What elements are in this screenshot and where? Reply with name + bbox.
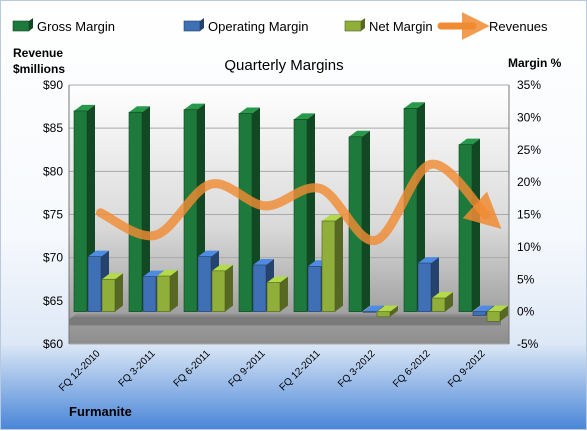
legend-swatch xyxy=(184,21,200,31)
right-tick-label: 0% xyxy=(517,305,535,319)
bar-front xyxy=(459,145,472,312)
legend-label: Revenues xyxy=(489,19,548,34)
right-tick-label: -5% xyxy=(517,337,539,351)
right-tick-label: 10% xyxy=(517,240,541,254)
x-tick-label: FQ 9-2011 xyxy=(227,348,268,389)
legend-item: Operating Margin xyxy=(184,18,308,34)
legend-swatch-side xyxy=(200,18,204,31)
bar-side xyxy=(115,273,123,311)
legend-swatch xyxy=(345,21,361,31)
bar-front xyxy=(253,265,266,312)
bar-front xyxy=(74,111,87,312)
left-tick-label: $60 xyxy=(43,337,63,351)
bar-front xyxy=(432,298,445,312)
bar-side xyxy=(362,131,370,312)
left-axis-label-line1: Revenue xyxy=(13,46,63,60)
bar-net-margin xyxy=(212,265,233,312)
bar-side xyxy=(472,139,480,312)
bar-front xyxy=(129,112,142,311)
bar-side xyxy=(280,276,288,311)
left-tick-label: $65 xyxy=(43,294,63,308)
left-tick-label: $80 xyxy=(43,164,63,178)
right-tick-label: 30% xyxy=(517,110,541,124)
bar-side xyxy=(335,215,343,312)
x-tick-label: FQ 12-2011 xyxy=(278,348,323,393)
right-tick-label: 20% xyxy=(517,175,541,189)
plot-floor-edge xyxy=(69,319,501,325)
bar-front xyxy=(322,221,335,312)
bar-gross-margin xyxy=(459,139,480,312)
bar-net-margin xyxy=(102,273,123,311)
plot-floor xyxy=(69,313,509,319)
right-tick-label: 25% xyxy=(517,143,541,157)
legend-swatch-side xyxy=(29,18,33,31)
bar-front xyxy=(294,119,307,311)
legend-label: Net Margin xyxy=(369,19,433,34)
bar-side xyxy=(225,265,233,312)
bar-net-margin xyxy=(157,270,178,312)
right-axis-label: Margin % xyxy=(508,56,562,70)
bar-front xyxy=(487,312,500,322)
bar-front xyxy=(143,277,156,312)
bar-front xyxy=(377,312,390,317)
legend-label: Operating Margin xyxy=(208,19,308,34)
legend-item: Net Margin xyxy=(345,18,433,34)
right-tick-label: 15% xyxy=(517,208,541,222)
right-tick-label: 35% xyxy=(517,78,541,92)
bar-front xyxy=(308,266,321,311)
chart-title: Quarterly Margins xyxy=(224,57,343,74)
legend-label: Gross Margin xyxy=(37,19,115,34)
bar-front xyxy=(157,276,170,312)
bar-front xyxy=(363,312,376,313)
x-tick-label: FQ 12-2010 xyxy=(57,348,103,394)
right-tick-label: 5% xyxy=(517,272,535,286)
x-tick-label: FQ 9-2012 xyxy=(446,348,488,390)
bar-front xyxy=(102,279,115,311)
legend-swatch-side xyxy=(361,18,365,31)
bar-front xyxy=(418,263,431,312)
bar-front xyxy=(198,257,211,312)
x-tick-label: FQ 3-2011 xyxy=(117,348,158,389)
left-tick-label: $75 xyxy=(43,208,63,222)
bar-front xyxy=(404,108,417,311)
bar-front xyxy=(239,113,252,311)
x-tick-label: FQ 6-2012 xyxy=(391,348,433,390)
bar-front xyxy=(267,282,280,311)
left-tick-label: $70 xyxy=(43,251,63,265)
bar-front xyxy=(88,257,101,312)
legend-swatch xyxy=(13,21,29,31)
legend-item: Gross Margin xyxy=(13,18,115,34)
x-tick-label: FQ 6-2011 xyxy=(172,348,213,389)
left-axis-label-line2: $millions xyxy=(13,62,65,76)
left-tick-label: $85 xyxy=(43,121,63,135)
brand-label: Furmanite xyxy=(69,404,132,419)
bar-net-margin xyxy=(267,276,288,311)
x-tick-label: FQ 3-2012 xyxy=(336,348,378,390)
left-tick-label: $90 xyxy=(43,78,63,92)
bar-front xyxy=(473,312,486,316)
bar-front xyxy=(212,271,225,312)
bar-net-margin xyxy=(322,215,343,312)
legend-item: Revenues xyxy=(441,19,548,34)
bar-side xyxy=(170,270,178,312)
